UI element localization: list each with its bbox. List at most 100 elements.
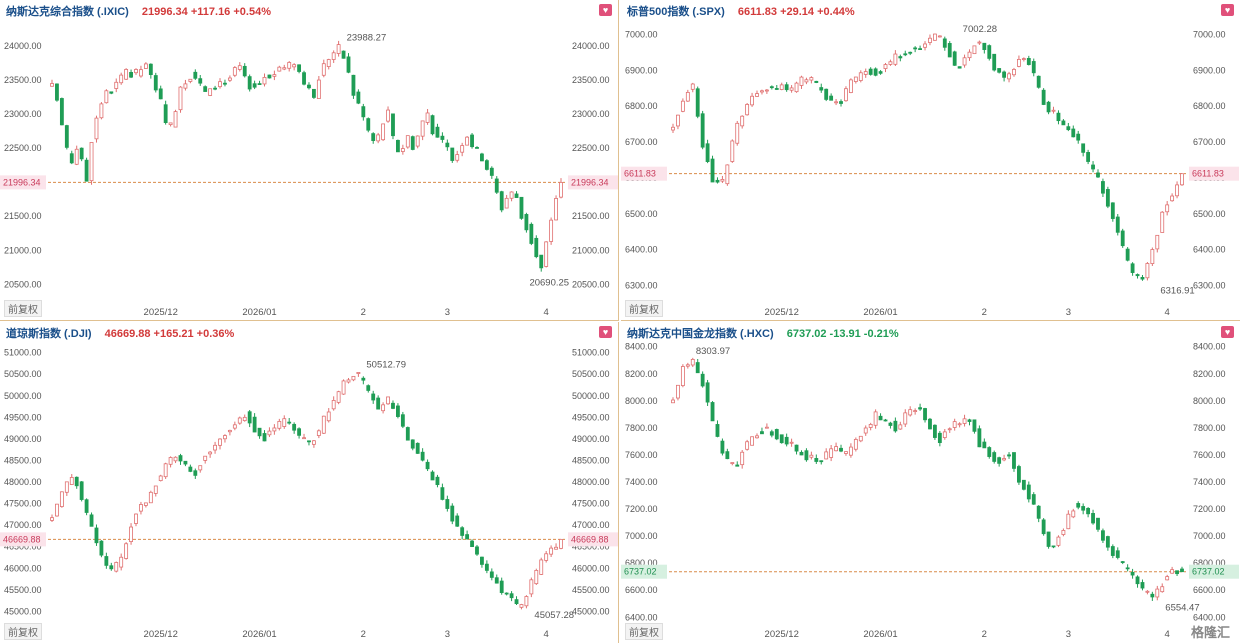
candle-body: [1115, 216, 1120, 233]
candle-body: [519, 196, 524, 219]
candle-body: [1017, 59, 1021, 67]
candle-body: [1101, 181, 1105, 194]
candle-body: [346, 56, 351, 73]
candle-body: [774, 429, 779, 440]
heart-icon[interactable]: ♥: [599, 326, 612, 338]
candle-body: [227, 429, 232, 433]
candle-body: [124, 69, 129, 80]
y-tick-label-right: 8200.00: [1193, 369, 1226, 379]
index-name: 纳斯达克中国金龙指数 (.HXC): [627, 328, 774, 340]
candlestick-chart[interactable]: 51000.00 51000.00 50500.00 50500.00 50000.00…: [0, 322, 619, 643]
y-tick-label-left: 24000.00: [4, 41, 42, 51]
adjust-button[interactable]: 前复权: [625, 300, 663, 317]
candle-body: [834, 446, 838, 452]
candle-body: [779, 84, 784, 90]
candle-body: [396, 405, 400, 417]
x-tick-label: 2025/12: [765, 629, 799, 640]
candle-body: [371, 133, 376, 141]
candle-body: [193, 470, 198, 476]
candle-body: [873, 68, 878, 76]
heart-icon[interactable]: ♥: [1221, 326, 1234, 338]
candle-body: [784, 436, 789, 445]
candle-body: [1021, 58, 1026, 60]
last-price-label-right: 6737.02: [1192, 567, 1225, 577]
candle-body: [1012, 452, 1016, 469]
candle-body: [223, 435, 227, 440]
candle-body: [84, 499, 89, 513]
candle-body: [208, 88, 213, 96]
candle-body: [804, 79, 809, 83]
adjust-button[interactable]: 前复权: [4, 623, 42, 640]
adjust-button[interactable]: 前复权: [625, 623, 663, 640]
y-tick-label-right: 6400.00: [1193, 245, 1226, 255]
candle-body: [450, 147, 455, 161]
candle-body: [559, 181, 563, 198]
candle-body: [415, 442, 420, 454]
candle-body: [183, 460, 188, 465]
candle-body: [425, 112, 430, 123]
candle-body: [232, 424, 237, 429]
candle-body: [410, 439, 415, 449]
candle-body: [1026, 58, 1031, 65]
candle-body: [287, 62, 292, 69]
candle-body: [257, 83, 262, 85]
candle-body: [430, 115, 435, 135]
candle-body: [760, 431, 764, 435]
y-tick-label-left: 8200.00: [625, 369, 658, 379]
y-tick-label-left: 22500.00: [4, 143, 42, 153]
candle-body: [1046, 531, 1051, 547]
y-tick-label-left: 7000.00: [625, 30, 658, 40]
candle-body: [671, 399, 675, 404]
x-tick-label: 2: [361, 307, 366, 318]
candle-body: [143, 63, 148, 69]
y-tick-label-right: 8400.00: [1193, 342, 1226, 352]
candle-body: [386, 396, 390, 405]
candle-body: [158, 475, 163, 482]
candle-body: [893, 53, 898, 65]
candle-body: [750, 436, 754, 446]
candle-body: [809, 77, 814, 81]
adjust-button[interactable]: 前复权: [4, 300, 42, 317]
candle-body: [839, 101, 843, 104]
candle-body: [962, 418, 967, 424]
candle-body: [489, 571, 494, 578]
candle-body: [529, 579, 534, 595]
heart-icon[interactable]: ♥: [599, 4, 612, 16]
candle-body: [237, 65, 242, 70]
y-tick-label-left: 8000.00: [625, 396, 658, 406]
y-tick-label-left: 6800.00: [625, 101, 658, 111]
y-tick-label-left: 7400.00: [625, 477, 658, 487]
last-price-tag-left: [0, 532, 46, 547]
last-price-label-left: 6611.83: [624, 169, 656, 179]
candle-body: [331, 400, 336, 410]
y-tick-label-left: 6400.00: [625, 245, 658, 255]
y-tick-label-left: 7600.00: [625, 450, 658, 460]
candlestick-chart[interactable]: 24000.00 24000.00 23500.00 23500.00 23000.00…: [0, 0, 619, 321]
candlestick-chart[interactable]: 8400.00 8400.00 8200.00 8200.00 8000.00 8000.…: [621, 322, 1240, 643]
candle-body: [282, 67, 287, 70]
x-tick-label: 2026/01: [242, 629, 276, 640]
candle-body: [1120, 561, 1125, 563]
y-tick-label-left: 7000.00: [625, 531, 658, 541]
candle-body: [163, 463, 168, 478]
candle-body: [1002, 71, 1007, 78]
candle-body: [124, 543, 129, 559]
y-tick-label-right: 20500.00: [572, 279, 610, 289]
panel-spx: 标普500指数 (.SPX) 6611.83 +29.14 +0.44% ♥ 7…: [621, 0, 1240, 321]
index-quote: 46669.88 +165.21 +0.36%: [104, 328, 235, 340]
candle-body: [1160, 211, 1165, 233]
candle-body: [292, 423, 297, 431]
candle-body: [376, 134, 381, 142]
candle-body: [1071, 128, 1076, 138]
candlestick-chart[interactable]: 7000.00 7000.00 6900.00 6900.00 6800.00 6800.…: [621, 0, 1240, 321]
candle-body: [1041, 519, 1046, 535]
candle-body: [705, 382, 710, 403]
heart-icon[interactable]: ♥: [1221, 4, 1234, 16]
candle-body: [913, 410, 918, 412]
candle-body: [1150, 593, 1155, 598]
candle-body: [735, 464, 740, 467]
candle-body: [509, 593, 514, 599]
y-tick-label-right: 45500.00: [572, 585, 610, 595]
candle-body: [89, 514, 94, 527]
last-price-label-left: 46669.88: [3, 534, 41, 544]
